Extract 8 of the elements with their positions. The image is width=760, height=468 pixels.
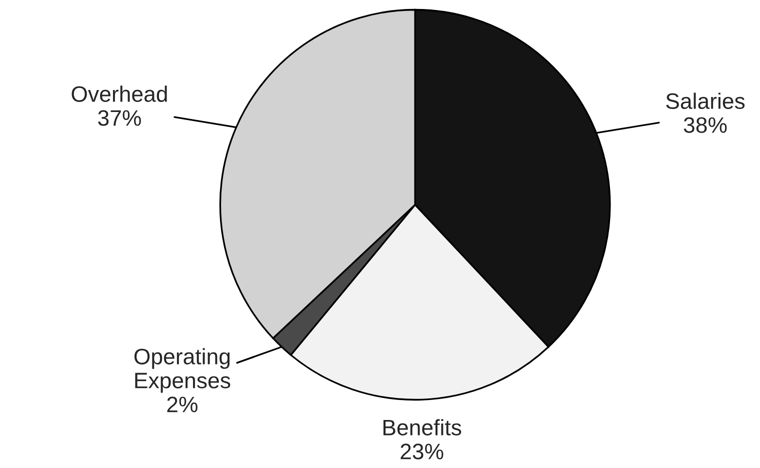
data-label: 38% bbox=[684, 117, 727, 133]
slice-label: Salaries bbox=[666, 92, 745, 110]
data-label: 37% bbox=[98, 110, 141, 126]
slice-label: Overhead bbox=[72, 86, 167, 102]
slice-label: Operating Expenses bbox=[134, 348, 230, 393]
slice-label: Benefits bbox=[383, 419, 462, 436]
data-label: 23% bbox=[400, 444, 444, 460]
data-label: 2% bbox=[167, 396, 198, 412]
